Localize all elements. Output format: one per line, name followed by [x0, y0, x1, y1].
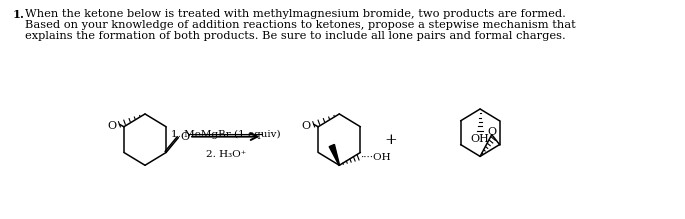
- Text: 2. H₃O⁺: 2. H₃O⁺: [206, 150, 246, 159]
- Polygon shape: [329, 145, 340, 165]
- Text: Based on your knowledge of addition reactions to ketones, propose a stepwise mec: Based on your knowledge of addition reac…: [25, 20, 575, 30]
- Text: O: O: [302, 121, 311, 131]
- Text: ····OH: ····OH: [360, 153, 390, 162]
- Text: OH: OH: [471, 134, 490, 144]
- Text: 1.: 1.: [12, 9, 25, 20]
- Text: O: O: [180, 132, 189, 142]
- Text: O: O: [487, 127, 497, 137]
- Text: 1. MeMgBr (1 equiv): 1. MeMgBr (1 equiv): [171, 130, 281, 139]
- Text: explains the formation of both products. Be sure to include all lone pairs and f: explains the formation of both products.…: [25, 31, 566, 41]
- Text: O: O: [108, 121, 116, 131]
- Text: When the ketone below is treated with methylmagnesium bromide, two products are : When the ketone below is treated with me…: [25, 9, 566, 19]
- Text: +: +: [384, 133, 397, 147]
